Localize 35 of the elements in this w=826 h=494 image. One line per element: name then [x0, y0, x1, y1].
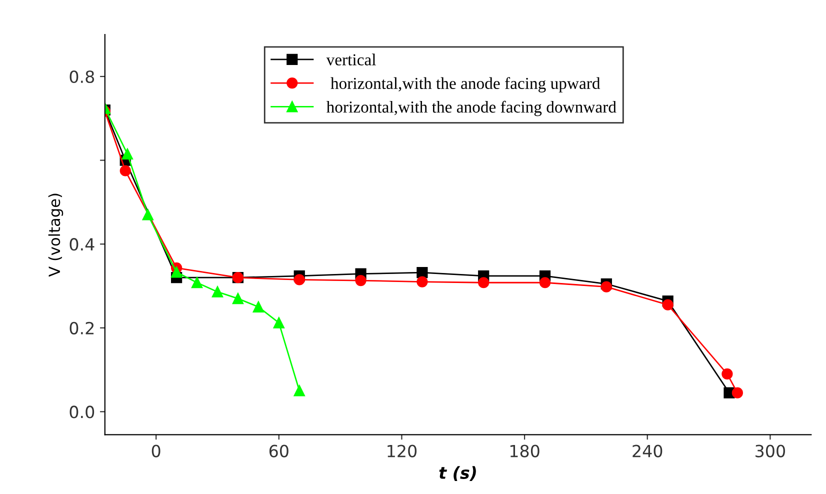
point — [600, 281, 612, 292]
point — [273, 317, 284, 328]
point — [416, 276, 428, 288]
point — [170, 266, 182, 278]
x-tick-label: 0 — [152, 444, 160, 458]
point — [252, 301, 264, 312]
y-tick-label: 0.4 — [70, 238, 94, 251]
point — [294, 385, 305, 396]
legend-label: horizontal,with the anode facing upward — [330, 77, 600, 92]
point — [732, 387, 743, 398]
point — [478, 277, 490, 288]
point — [212, 286, 224, 298]
x-tick-label: 180 — [510, 444, 540, 458]
point — [191, 277, 203, 288]
point — [662, 299, 674, 310]
legend-label: vertical — [326, 54, 376, 66]
point — [355, 274, 366, 286]
x-tick-label: 60 — [269, 444, 288, 458]
x-tick-label: 240 — [632, 444, 662, 458]
point — [232, 292, 244, 304]
x-tick-label: 300 — [756, 444, 785, 458]
y-axis-title: V (voltage) — [48, 194, 64, 277]
y-tick-label: 0.8 — [70, 70, 94, 84]
point — [122, 148, 133, 160]
x-axis-title: t (s) — [439, 466, 476, 481]
point — [294, 274, 305, 286]
y-tick-label: 0.0 — [70, 406, 94, 418]
point — [416, 267, 428, 278]
legend-label: horizontal,with the anode facing downward — [326, 100, 616, 116]
y-tick-label: 0.2 — [70, 322, 94, 334]
point — [142, 209, 154, 220]
point — [722, 368, 733, 380]
point — [539, 277, 551, 288]
point — [120, 165, 131, 176]
x-tick-label: 120 — [388, 444, 417, 458]
